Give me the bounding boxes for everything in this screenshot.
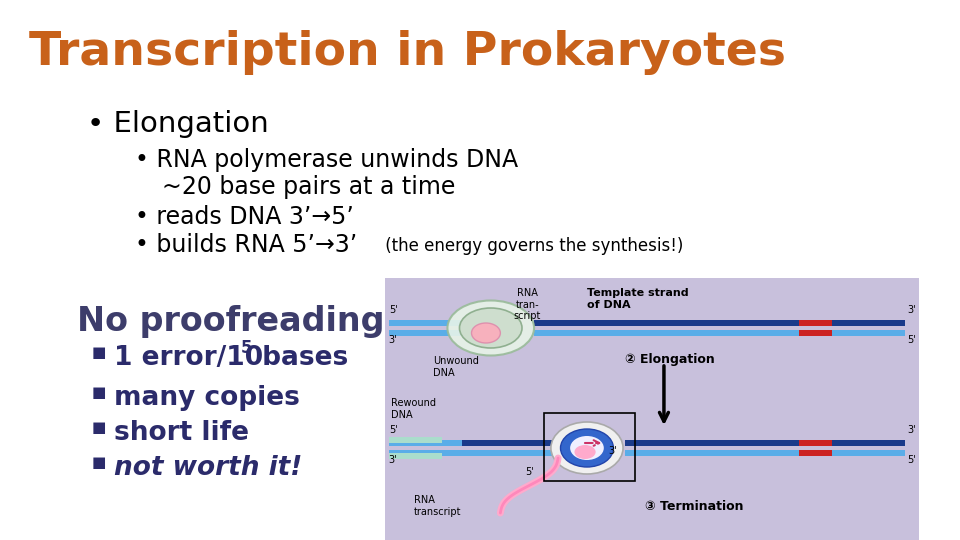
Text: Rewound
DNA: Rewound DNA	[391, 398, 436, 420]
Ellipse shape	[561, 429, 613, 467]
Text: many copies: many copies	[113, 385, 300, 411]
Text: • reads DNA 3’→5’: • reads DNA 3’→5’	[134, 205, 353, 229]
Text: (the energy governs the synthesis!): (the energy governs the synthesis!)	[380, 237, 684, 255]
Bar	[389, 453, 442, 459]
Text: RNA
tran-
script: RNA tran- script	[514, 288, 541, 321]
Text: ③ Termination: ③ Termination	[645, 500, 743, 513]
Text: 5': 5'	[907, 335, 916, 345]
Bar	[534, 320, 799, 326]
Text: 3': 3'	[389, 455, 397, 465]
Text: Template strand
of DNA: Template strand of DNA	[587, 288, 688, 309]
Text: Unwound
DNA: Unwound DNA	[433, 356, 479, 377]
Bar	[389, 320, 462, 326]
Bar	[389, 437, 442, 443]
Bar	[389, 440, 462, 446]
Text: short life: short life	[113, 420, 249, 446]
Text: 3': 3'	[389, 335, 397, 345]
Bar	[832, 330, 904, 336]
Bar	[799, 320, 832, 326]
Text: RNA
transcript: RNA transcript	[414, 495, 461, 517]
Text: 5: 5	[241, 339, 252, 357]
Ellipse shape	[570, 436, 604, 460]
Text: ■: ■	[91, 420, 106, 435]
Bar	[832, 320, 904, 326]
Text: • RNA polymerase unwinds DNA: • RNA polymerase unwinds DNA	[134, 148, 517, 172]
Bar	[799, 330, 832, 336]
Text: ~20 base pairs at a time: ~20 base pairs at a time	[161, 175, 455, 199]
Bar	[462, 450, 553, 456]
Bar	[626, 450, 799, 456]
Text: 5': 5'	[389, 425, 397, 435]
Text: • Elongation: • Elongation	[86, 110, 269, 138]
Bar	[462, 440, 553, 446]
Text: bases: bases	[253, 345, 348, 371]
Text: ■: ■	[91, 385, 106, 400]
Ellipse shape	[471, 323, 500, 343]
Text: Transcription in Prokaryotes: Transcription in Prokaryotes	[29, 30, 786, 75]
Text: 5': 5'	[907, 455, 916, 465]
Bar	[799, 440, 832, 446]
Text: No proofreading: No proofreading	[77, 305, 384, 338]
Bar	[799, 450, 832, 456]
Bar	[543, 413, 636, 481]
Text: not worth it!: not worth it!	[113, 455, 301, 481]
Text: 3': 3'	[907, 425, 916, 435]
Bar	[832, 450, 904, 456]
Text: ■: ■	[91, 455, 106, 470]
Text: 5': 5'	[389, 305, 397, 315]
Bar	[389, 330, 462, 336]
Text: 3': 3'	[907, 305, 916, 315]
Bar	[385, 278, 919, 540]
Ellipse shape	[447, 300, 534, 355]
Text: 3': 3'	[608, 446, 616, 456]
Ellipse shape	[551, 422, 623, 474]
Ellipse shape	[460, 308, 522, 348]
Text: 5': 5'	[525, 467, 534, 477]
Bar	[832, 440, 904, 446]
Text: ■: ■	[91, 345, 106, 360]
Text: 1 error/10: 1 error/10	[113, 345, 263, 371]
Bar	[534, 330, 799, 336]
Text: • builds RNA 5’→3’: • builds RNA 5’→3’	[134, 233, 357, 257]
Ellipse shape	[574, 445, 595, 459]
Bar	[389, 450, 462, 456]
Text: ② Elongation: ② Elongation	[626, 353, 715, 366]
Bar	[626, 440, 799, 446]
